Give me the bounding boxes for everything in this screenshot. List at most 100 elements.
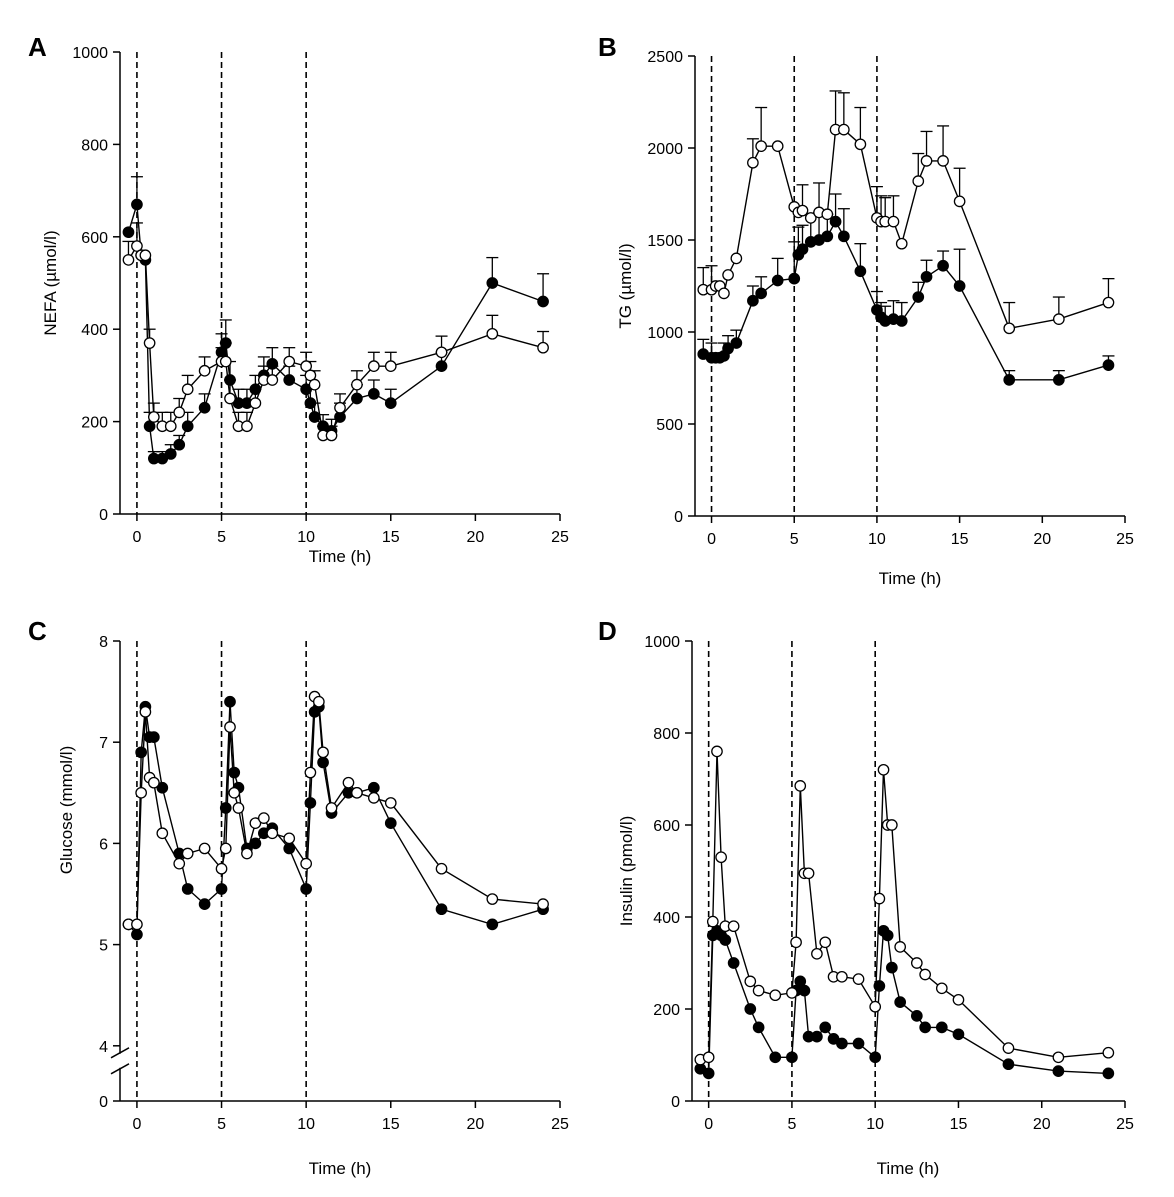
y-tick-label: 5	[99, 938, 108, 955]
filled-series	[122, 695, 549, 941]
data-point	[139, 705, 152, 718]
data-point	[702, 1051, 715, 1064]
panel-a: A 0 200 400 600 800 1000 0 5 10 15 20 25 Time (h) N…	[28, 32, 569, 566]
data-point	[143, 337, 156, 349]
data-point	[852, 1037, 865, 1050]
data-point	[156, 781, 169, 794]
data-point	[435, 903, 448, 916]
data-point	[435, 862, 448, 875]
y-axis-label: TG (µmol/l)	[616, 243, 635, 328]
series-layer	[122, 690, 549, 941]
x-tick-label: 20	[1033, 1116, 1051, 1133]
x-tick-label: 25	[551, 1116, 569, 1133]
data-point	[744, 975, 757, 988]
data-point	[702, 1067, 715, 1080]
y-tick-label: 4	[99, 1039, 108, 1056]
data-point	[771, 274, 784, 287]
data-point	[304, 766, 317, 779]
data-point	[198, 401, 211, 414]
data-point	[219, 842, 232, 855]
data-point	[829, 215, 842, 228]
y-tick-label: 2000	[647, 141, 683, 158]
filled-series	[697, 193, 1115, 386]
open-series	[697, 90, 1115, 335]
y-tick-label: 7	[99, 735, 108, 752]
axes: 0 500 1000 1500 2000 2500 0 5 10 15 20 25	[647, 49, 1134, 548]
data-point	[249, 817, 262, 830]
data-point	[719, 934, 732, 946]
open-series	[122, 222, 550, 442]
data-point	[837, 230, 850, 243]
data-point	[198, 364, 211, 377]
data-point	[241, 420, 253, 433]
data-point	[304, 797, 317, 809]
data-point	[147, 411, 160, 423]
data-point	[935, 1021, 948, 1034]
data-point	[435, 360, 448, 373]
data-point	[769, 989, 782, 1002]
data-point	[147, 776, 160, 789]
data-point	[283, 374, 296, 386]
panel-b: B 0 500 1000 1500 2000 2500 0 5 10 15 20 25 Time (h…	[598, 32, 1134, 588]
x-tick-label: 0	[132, 1116, 141, 1133]
data-point	[384, 817, 397, 830]
data-point	[755, 287, 768, 300]
data-point	[122, 254, 135, 266]
data-point	[1052, 373, 1065, 386]
data-point	[215, 862, 228, 875]
data-point	[232, 802, 245, 814]
x-tick-label: 25	[1116, 531, 1134, 548]
data-point	[919, 968, 932, 981]
data-point	[877, 763, 890, 776]
data-point	[715, 851, 727, 864]
data-point	[317, 756, 329, 769]
data-point	[181, 420, 194, 433]
data-point	[912, 175, 925, 187]
data-point	[837, 123, 850, 136]
data-point	[1052, 1051, 1065, 1064]
data-point	[181, 883, 194, 895]
panel-letter: A	[28, 32, 47, 62]
data-point	[727, 957, 740, 969]
data-point	[937, 259, 949, 272]
y-axis-label: Insulin (pmol/l)	[617, 816, 636, 927]
data-point	[727, 920, 740, 933]
data-point	[1102, 296, 1115, 309]
data-point	[894, 996, 907, 1008]
data-point	[952, 993, 965, 1006]
x-tick-label: 15	[951, 531, 969, 548]
y-tick-label: 1500	[647, 233, 683, 250]
data-point	[819, 936, 832, 949]
data-point	[173, 857, 186, 870]
data-point	[241, 847, 253, 860]
x-tick-label: 10	[868, 531, 886, 548]
data-point	[722, 269, 734, 281]
data-point	[730, 337, 743, 349]
y-tick-label: 200	[81, 415, 108, 432]
data-point	[224, 695, 236, 708]
y-axis-label: Glucose (mmol/l)	[57, 746, 76, 874]
data-point	[885, 819, 898, 831]
axis-break-mark	[110, 1047, 130, 1059]
data-point	[854, 265, 867, 278]
x-tick-label: 0	[707, 531, 716, 548]
data-point	[912, 291, 925, 303]
open-series	[694, 745, 1115, 1066]
data-point	[215, 883, 228, 895]
data-point	[798, 984, 811, 997]
data-point	[935, 982, 948, 995]
data-point	[266, 374, 279, 386]
meal-lines	[710, 56, 878, 516]
data-point	[802, 867, 815, 880]
data-point	[181, 383, 194, 396]
data-point	[755, 140, 768, 153]
data-point	[135, 746, 148, 759]
data-point	[1002, 1042, 1015, 1054]
data-point	[486, 327, 499, 340]
data-point	[786, 1051, 798, 1064]
data-point	[486, 918, 499, 931]
series-line	[700, 751, 1109, 1061]
data-point	[164, 448, 177, 460]
data-point	[910, 1010, 923, 1022]
data-point	[953, 195, 966, 208]
